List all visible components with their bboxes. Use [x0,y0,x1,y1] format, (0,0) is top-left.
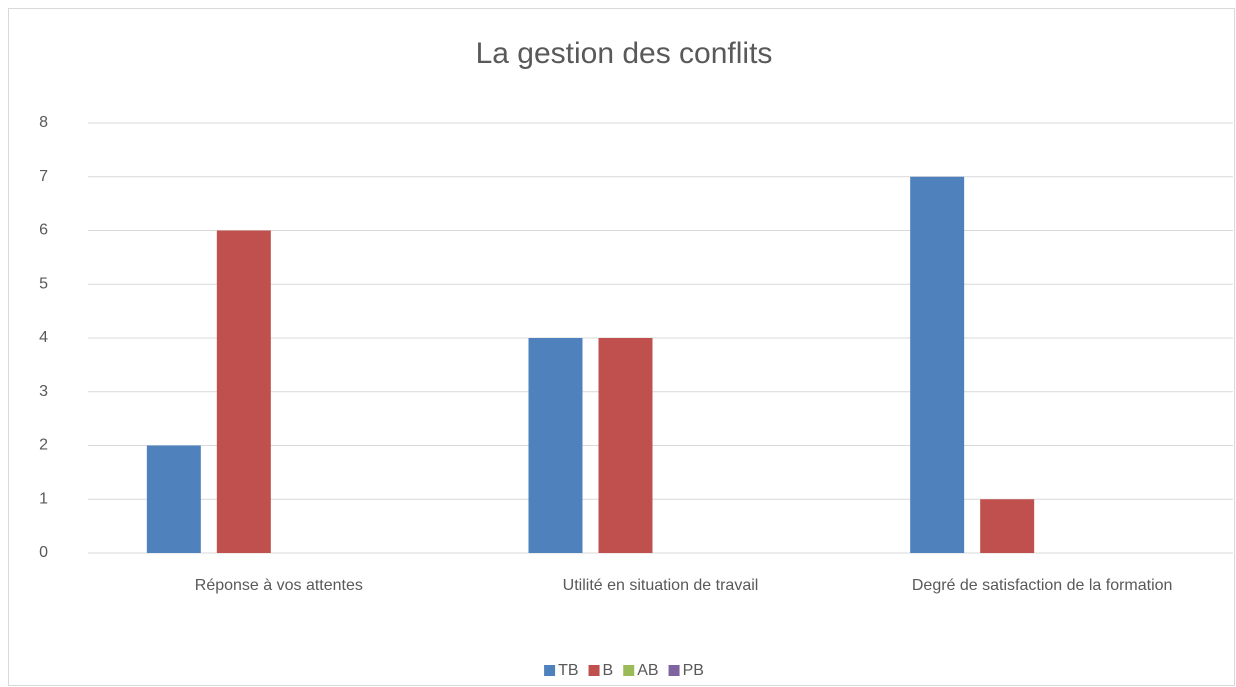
bar [216,230,271,553]
y-tick-label: 3 [39,383,48,400]
legend-label: PB [683,662,704,679]
x-tick-label: Réponse à vos attentes [195,577,363,594]
y-tick-label: 7 [39,168,48,185]
bar [910,176,965,553]
chart-title: La gestion des conflits [476,37,773,70]
bar [980,499,1035,553]
y-tick-label: 1 [39,490,48,507]
x-tick-label: Utilité en situation de travail [563,577,759,594]
y-tick-label: 6 [39,222,48,239]
bar [528,338,583,553]
legend-label: TB [558,662,578,679]
y-tick-label: 0 [39,544,48,561]
bar [598,338,653,553]
legend-label: AB [637,662,658,679]
legend-swatch [668,665,680,676]
legend-swatch [544,665,556,676]
legend-swatch [588,665,600,676]
y-tick-label: 5 [39,275,48,292]
legend-swatch [623,665,635,676]
y-tick-label: 2 [39,437,48,454]
y-tick-label: 4 [39,329,48,346]
x-tick-label: Degré de satisfaction de la formation [912,577,1173,594]
y-tick-label: 8 [39,114,48,131]
legend-label: B [603,662,614,679]
bar [146,445,201,553]
